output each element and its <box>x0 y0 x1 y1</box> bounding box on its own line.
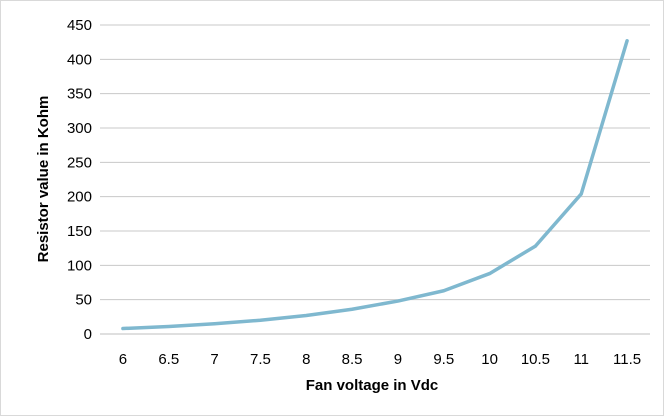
x-tick-label: 6 <box>119 351 127 368</box>
y-axis-title: Resistor value in Kohm <box>35 96 52 263</box>
series-group <box>121 39 629 331</box>
y-tick-label: 200 <box>67 189 92 206</box>
data-point <box>442 289 446 293</box>
y-tick-label: 250 <box>67 154 92 171</box>
data-point <box>625 39 629 43</box>
y-tick-label: 150 <box>67 223 92 240</box>
x-tick-label: 9 <box>394 351 402 368</box>
gridlines <box>100 24 650 335</box>
x-tick-label: 11 <box>573 351 589 368</box>
x-tick-label: 8 <box>302 351 310 368</box>
data-point <box>167 324 171 328</box>
data-point <box>213 322 217 326</box>
x-tick-label: 7.5 <box>250 351 271 368</box>
x-tick-label: 6.5 <box>158 351 179 368</box>
data-point <box>304 313 308 317</box>
x-tick-label: 11.5 <box>613 351 641 368</box>
x-axis-title: Fan voltage in Vdc <box>306 377 439 394</box>
x-tick-label: 8.5 <box>342 351 363 368</box>
y-tick-label: 0 <box>84 326 92 343</box>
data-point <box>258 318 262 322</box>
y-tick-label: 400 <box>67 51 92 68</box>
x-tick-label: 10 <box>481 351 498 368</box>
y-tick-label: 300 <box>67 120 92 137</box>
x-tick-label: 9.5 <box>433 351 454 368</box>
data-point <box>488 272 492 276</box>
data-point <box>533 244 537 248</box>
y-tick-label: 50 <box>75 292 92 309</box>
y-tick-label: 100 <box>67 257 92 274</box>
series-line <box>121 39 629 331</box>
data-point <box>396 299 400 303</box>
y-tick-label: 450 <box>67 17 92 34</box>
data-point <box>121 327 125 331</box>
x-axis-tick-labels: 6 6.5 7 7.5 8 8.5 9 9.5 10 10.5 11 11.5 <box>119 351 641 368</box>
data-point <box>350 307 354 311</box>
data-point <box>579 192 583 196</box>
y-tick-label: 350 <box>67 86 92 103</box>
y-axis-tick-labels: 0 50 100 150 200 250 300 350 400 450 <box>67 17 92 343</box>
x-tick-label: 7 <box>210 351 218 368</box>
x-tick-label: 10.5 <box>521 351 550 368</box>
